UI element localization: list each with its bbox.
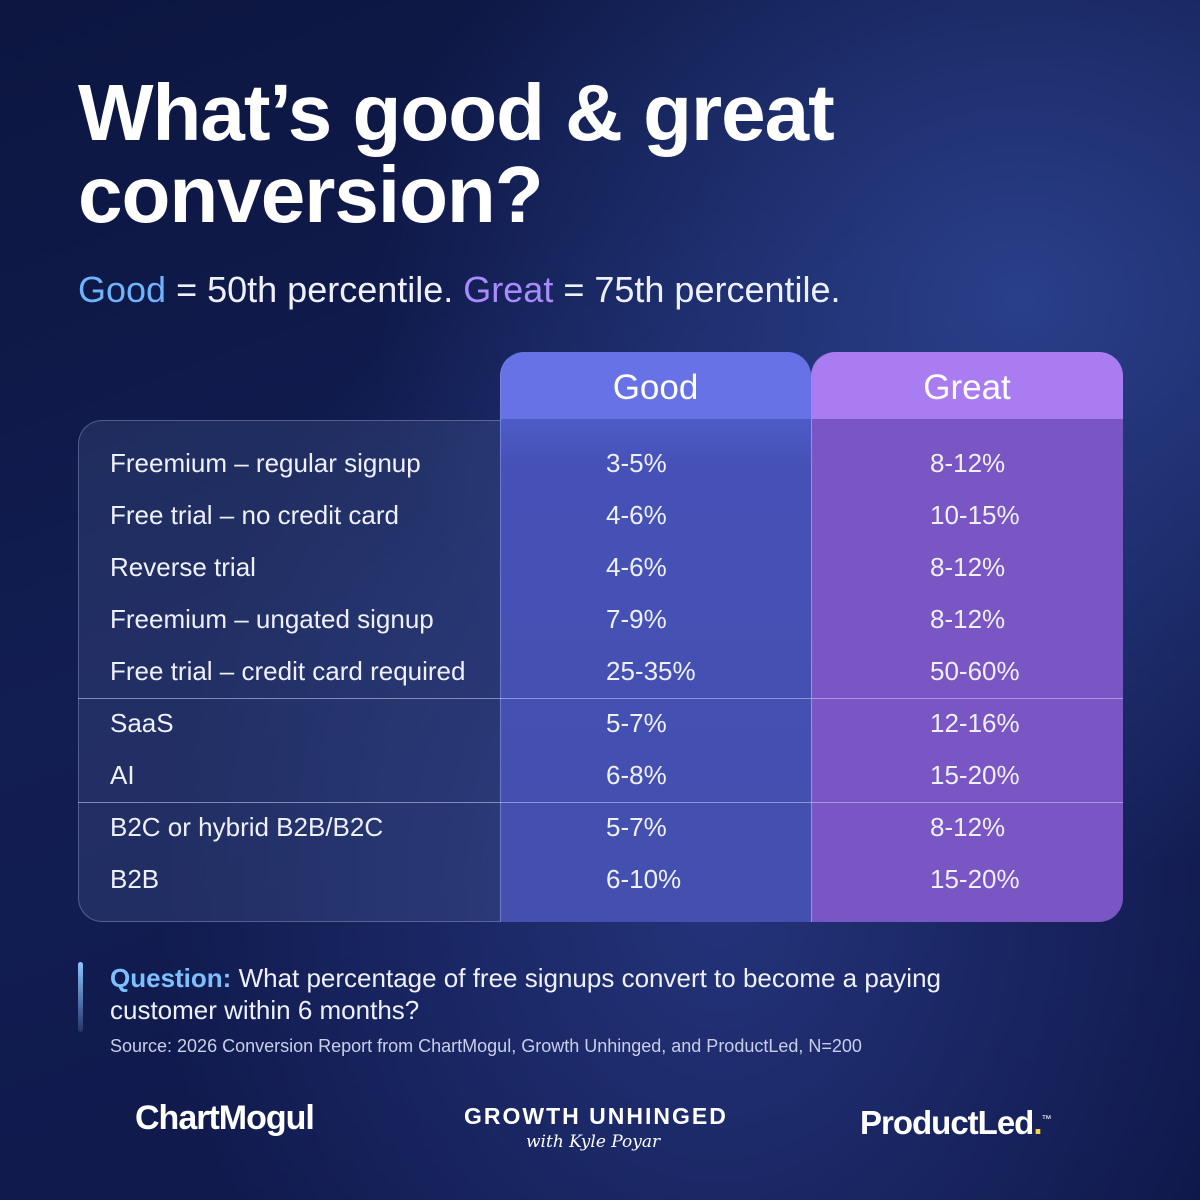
good-column-header: Good	[612, 368, 699, 407]
row-label: B2B	[110, 864, 160, 894]
productled-wordmark: ProductLed	[860, 1104, 1034, 1141]
great-value: 10-15%	[930, 500, 1020, 530]
good-value: 6-10%	[606, 864, 682, 894]
question-body: What percentage of free signups convert …	[110, 963, 941, 1025]
subtitle-good-definition: = 50th percentile.	[166, 269, 464, 310]
row-label: SaaS	[110, 708, 174, 738]
page-title: What’s good & great conversion?	[78, 72, 1078, 236]
chartmogul-logo: ChartMogul	[135, 1099, 315, 1137]
productled-dot: .	[1033, 1104, 1042, 1141]
great-value: 8-12%	[930, 448, 1006, 478]
great-value: 12-16%	[930, 708, 1020, 738]
row-label: Freemium – ungated signup	[110, 604, 434, 634]
great-column	[811, 352, 1123, 922]
great-value: 15-20%	[930, 864, 1020, 894]
group-divider	[78, 698, 1123, 699]
subtitle-great-word: Great	[463, 269, 554, 310]
subtitle-good-word: Good	[78, 269, 167, 310]
row-label: B2C or hybrid B2B/B2C	[110, 812, 384, 842]
great-value: 8-12%	[930, 604, 1006, 634]
great-value: 15-20%	[930, 760, 1020, 790]
row-label: Free trial – no credit card	[110, 500, 400, 530]
good-column-header-bg	[501, 352, 811, 419]
good-value: 3-5%	[606, 448, 667, 478]
good-value: 4-6%	[606, 500, 667, 530]
great-value: 50-60%	[930, 656, 1020, 686]
row-label-panel	[78, 420, 500, 922]
subtitle-great-definition: = 75th percentile.	[553, 269, 841, 310]
row-label: Freemium – regular signup	[110, 448, 421, 478]
great-value: 8-12%	[930, 552, 1006, 582]
row-label: AI	[110, 760, 135, 790]
great-column-header: Great	[923, 368, 1011, 407]
good-value: 4-6%	[606, 552, 667, 582]
subtitle: Good = 50th percentile. Great = 75th per…	[78, 268, 841, 312]
great-column-header-bg	[812, 352, 1123, 419]
question-text: Question: What percentage of free signup…	[110, 962, 1040, 1026]
question-accent-bar	[78, 962, 83, 1032]
productled-trademark: ™	[1041, 1114, 1052, 1125]
group-divider	[78, 802, 1123, 803]
good-value: 5-7%	[606, 708, 667, 738]
good-value: 7-9%	[606, 604, 667, 634]
growth-unhinged-logo: GROWTH UNHINGED	[464, 1103, 728, 1129]
source-note: Source: 2026 Conversion Report from Char…	[110, 1036, 862, 1056]
good-value: 6-8%	[606, 760, 667, 790]
good-value: 5-7%	[606, 812, 667, 842]
row-label: Free trial – credit card required	[110, 656, 466, 686]
good-value: 25-35%	[606, 656, 696, 686]
productled-logo: ProductLed.™	[860, 1098, 1052, 1145]
title-line-2: conversion?	[78, 150, 544, 239]
question-label: Question:	[110, 963, 232, 993]
row-label: Reverse trial	[110, 552, 256, 582]
growth-unhinged-tagline: with Kyle Poyar	[526, 1132, 661, 1152]
title-line-1: What’s good & great	[78, 68, 835, 157]
great-value: 8-12%	[930, 812, 1006, 842]
good-column	[500, 352, 811, 922]
